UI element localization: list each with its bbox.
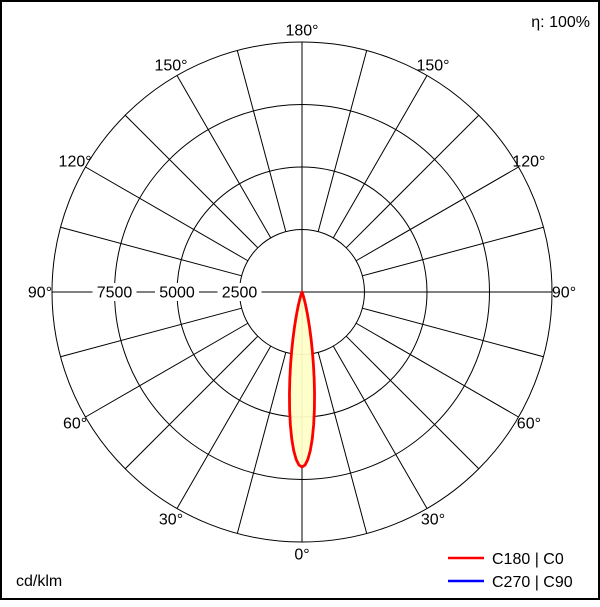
- intensity-curves: [288, 290, 316, 469]
- angle-label: 120°: [59, 154, 92, 171]
- angle-label: 120°: [512, 154, 545, 171]
- grid-spoke: [124, 335, 259, 470]
- angle-label: 180°: [285, 23, 318, 40]
- grid-spoke: [85, 166, 249, 262]
- grid-spoke: [332, 75, 428, 239]
- angle-label: 150°: [416, 58, 449, 75]
- radial-tick-bg: [217, 283, 262, 301]
- grid-spoke: [345, 335, 480, 470]
- grid-spoke: [332, 345, 428, 509]
- angle-label: 90°: [552, 285, 576, 302]
- efficiency-label: η: 100%: [531, 14, 590, 31]
- legend: C180 | C0 C270 | C90: [448, 551, 573, 591]
- grid-spoke: [60, 307, 242, 358]
- legend-label-c270-c90: C270 | C90: [492, 574, 573, 591]
- grid-spoke: [176, 345, 272, 509]
- angle-label: 150°: [154, 58, 187, 75]
- radial-tick-bg: [92, 283, 137, 301]
- angle-label: 60°: [63, 416, 87, 433]
- axis-labels: 2500 5000 7500 0° 30° 30° 60° 60° 90° 90° 120° 120°…: [28, 23, 576, 564]
- grid-spoke: [85, 322, 249, 418]
- angle-label: 30°: [159, 511, 183, 528]
- grid-spoke: [176, 75, 272, 239]
- grid-spoke: [362, 226, 544, 277]
- grid-spoke: [317, 352, 368, 534]
- grid-spoke: [236, 352, 287, 534]
- radial-tick-label: 5000: [159, 285, 195, 302]
- angle-label: 90°: [28, 285, 52, 302]
- grid-spoke: [236, 50, 287, 232]
- angle-label: 60°: [517, 416, 541, 433]
- grid-spoke: [124, 114, 259, 249]
- radial-tick-bg: [155, 283, 199, 301]
- radial-tick-label: 2500: [222, 285, 258, 302]
- grid-spoke: [60, 226, 242, 277]
- grid-spoke: [345, 114, 480, 249]
- angle-label: 30°: [421, 511, 445, 528]
- angle-label: 0°: [294, 547, 309, 564]
- grid-spoke: [362, 307, 544, 358]
- unit-label: cd/klm: [16, 573, 62, 590]
- grid-spoke: [355, 166, 519, 262]
- curve-c180-c0: [288, 290, 316, 469]
- radial-tick-label: 7500: [97, 285, 133, 302]
- grid-spoke: [355, 322, 519, 418]
- grid-spoke: [317, 50, 368, 232]
- legend-label-c180-c0: C180 | C0: [492, 551, 564, 568]
